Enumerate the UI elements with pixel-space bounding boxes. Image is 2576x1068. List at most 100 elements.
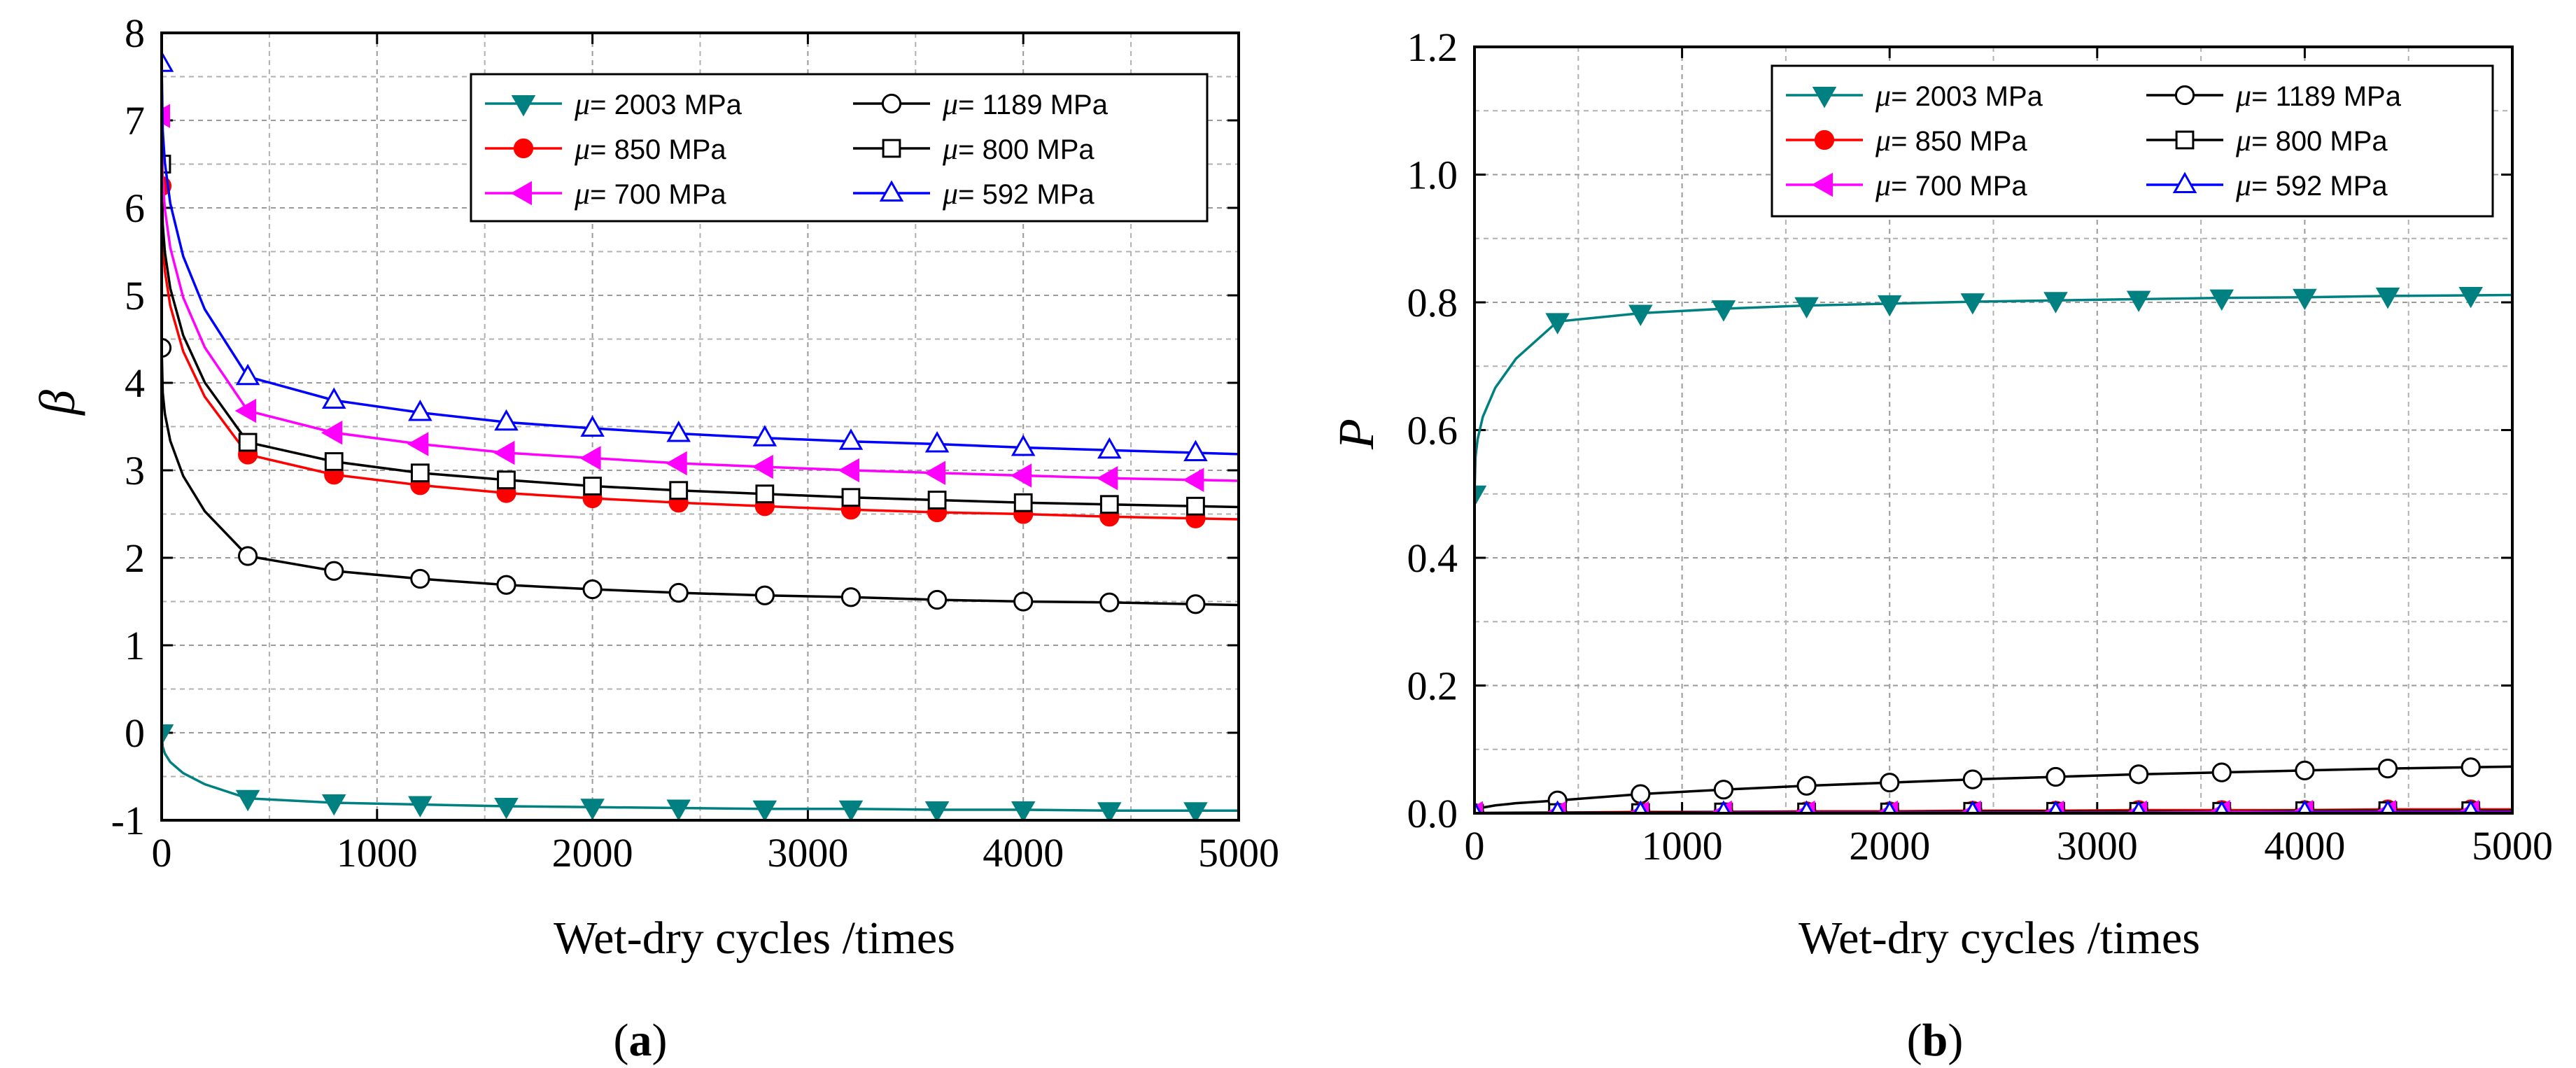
legend-mu-symbol: μ — [574, 176, 590, 211]
y-tick-label: 5 — [125, 273, 145, 318]
legend-label: μ= 800 MPa — [2235, 123, 2388, 157]
data-point-592 — [1799, 800, 1815, 813]
legend-item-1189: μ= 1189 MPa — [2146, 78, 2402, 113]
data-point-592 — [494, 409, 519, 431]
data-point-1189 — [410, 568, 430, 589]
data-point-800 — [927, 491, 947, 510]
data-point-700 — [1010, 463, 1032, 488]
data-point-700 — [924, 461, 946, 486]
y-tick-label: 0.0 — [1407, 791, 1458, 836]
data-point-2003 — [235, 789, 260, 812]
data-point-800 — [841, 488, 861, 507]
data-point-1189 — [2046, 766, 2066, 787]
data-point-592 — [2297, 799, 2313, 813]
data-point-700 — [838, 458, 859, 483]
legend-item-700: μ= 700 MPa — [485, 176, 726, 211]
panel-label-a: (a) — [614, 1015, 668, 1066]
legend-label: μ= 1189 MPa — [942, 87, 1108, 121]
y-tick-label: 0.8 — [1407, 280, 1458, 325]
data-point-2003 — [494, 798, 519, 820]
legend-label: μ= 850 MPa — [1875, 123, 2027, 157]
data-point-700 — [666, 451, 687, 476]
data-point-592 — [1474, 800, 1482, 813]
data-point-592 — [321, 387, 346, 409]
y-tick-label: 1.2 — [1407, 24, 1458, 70]
data-point-2003 — [1097, 802, 1122, 820]
legend-value: = 800 MPa — [2251, 126, 2388, 157]
series-group — [162, 50, 1239, 820]
series-2003 — [1474, 286, 2512, 507]
legend-label: μ= 700 MPa — [574, 176, 726, 211]
data-point-2003 — [1183, 802, 1208, 820]
legend-item-2003: μ= 2003 MPa — [485, 87, 742, 121]
legend-marker — [882, 139, 901, 158]
y-tick-label: 4 — [125, 360, 145, 406]
x-tick-label: 5000 — [1198, 830, 1279, 876]
legend-label: μ= 2003 MPa — [574, 87, 742, 121]
legend-label: μ= 1189 MPa — [2235, 78, 2402, 113]
legend-value: = 850 MPa — [590, 134, 726, 165]
data-point-2003 — [1545, 313, 1570, 335]
data-point-2003 — [1711, 300, 1736, 322]
legend-item-850: μ= 850 MPa — [1786, 123, 2027, 157]
series-592 — [162, 50, 1239, 461]
legend-value: = 2003 MPa — [1891, 81, 2043, 112]
data-point-2003 — [1960, 293, 1985, 315]
x-tick-label: 4000 — [2264, 823, 2345, 869]
data-point-592 — [1882, 800, 1897, 813]
legend-value: = 2003 MPa — [590, 90, 742, 120]
legend-mu-symbol: μ — [1875, 123, 1891, 157]
data-point-1189 — [1185, 594, 1206, 614]
data-point-2003 — [752, 800, 777, 820]
y-tick-label: 1 — [125, 623, 145, 668]
x-tick-label: 5000 — [2472, 823, 2553, 869]
data-point-2003 — [1011, 801, 1036, 820]
chart-panel-a: β Wet-dry cycles /times (a) 0 1000 2000 300… — [29, 10, 1279, 1066]
legend-marker — [511, 95, 536, 117]
data-point-800 — [669, 481, 689, 500]
data-point-592 — [1716, 800, 1731, 813]
legend-mu-symbol: μ — [2235, 78, 2251, 113]
legend-item-800: μ= 800 MPa — [2146, 123, 2388, 157]
data-point-700 — [234, 398, 257, 423]
legend-mu-symbol: μ — [942, 87, 958, 121]
x-tick-label: 1000 — [337, 830, 418, 876]
legend-mu-symbol: μ — [574, 87, 590, 121]
legend-box — [470, 73, 1209, 223]
legend-marker — [510, 181, 532, 206]
legend-value: = 700 MPa — [1891, 171, 2027, 202]
data-point-700 — [493, 440, 515, 465]
data-point-592 — [752, 425, 777, 447]
x-tick-label: 3000 — [2057, 823, 2138, 869]
y-tick-label: 0.4 — [1407, 535, 1458, 581]
data-point-800 — [410, 463, 430, 483]
legend-mu-symbol: μ — [2235, 168, 2251, 202]
data-point-592 — [2048, 800, 2063, 813]
legend-mu-symbol: μ — [1875, 78, 1891, 113]
y-tick-label: 6 — [125, 185, 145, 231]
data-point-2003 — [838, 800, 864, 820]
series-1189 — [162, 337, 1239, 614]
y-axis-label-beta: β — [29, 390, 85, 416]
data-point-2003 — [1474, 485, 1487, 507]
data-point-1189 — [496, 575, 516, 595]
data-point-700 — [1183, 468, 1204, 493]
legend-marker — [2172, 171, 2197, 193]
legend-value: = 592 MPa — [958, 179, 1095, 210]
data-point-1189 — [2211, 762, 2232, 782]
legend-item-800: μ= 800 MPa — [853, 132, 1095, 166]
data-point-800 — [755, 484, 775, 504]
x-tick-label: 4000 — [983, 830, 1064, 876]
data-point-1189 — [1713, 780, 1734, 800]
data-point-800 — [497, 470, 516, 490]
data-point-2003 — [408, 796, 432, 817]
data-point-700 — [752, 454, 773, 479]
data-point-1189 — [2377, 759, 2398, 779]
panel-letter-b: b — [1922, 1015, 1948, 1066]
legend-item-2003: μ= 2003 MPa — [1786, 78, 2043, 113]
data-point-592 — [162, 50, 174, 72]
data-point-1189 — [1013, 591, 1034, 612]
legend-item-850: μ= 850 MPa — [485, 132, 726, 166]
